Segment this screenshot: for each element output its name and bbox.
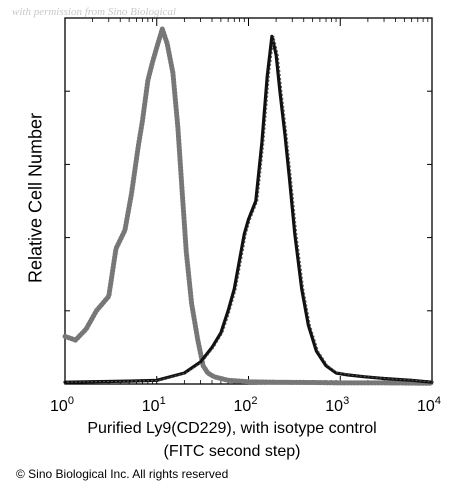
watermark: with permission from Sino Biological bbox=[12, 6, 176, 18]
plot-area: 100 101 102 103 104 bbox=[50, 17, 441, 415]
x-tick-label-0: 100 bbox=[50, 395, 74, 415]
histogram-series-2-texture bbox=[66, 35, 435, 383]
histogram-series-1 bbox=[62, 26, 435, 386]
x-axis-label-line1: Purified Ly9(CD229), with isotype contro… bbox=[87, 420, 377, 437]
copyright-notice: © Sino Biological Inc. All rights reserv… bbox=[16, 467, 229, 481]
x-axis-label-line2: (FITC second step) bbox=[163, 443, 301, 460]
x-tick-label-2: 102 bbox=[234, 395, 258, 415]
x-tick-label-1: 101 bbox=[142, 395, 166, 415]
y-axis-label: Relative Cell Number bbox=[25, 112, 46, 284]
histogram-series-2 bbox=[63, 34, 434, 384]
x-tick-label-3: 103 bbox=[325, 395, 349, 415]
x-tick-label-4: 104 bbox=[417, 395, 441, 415]
plot-frame bbox=[64, 17, 433, 385]
